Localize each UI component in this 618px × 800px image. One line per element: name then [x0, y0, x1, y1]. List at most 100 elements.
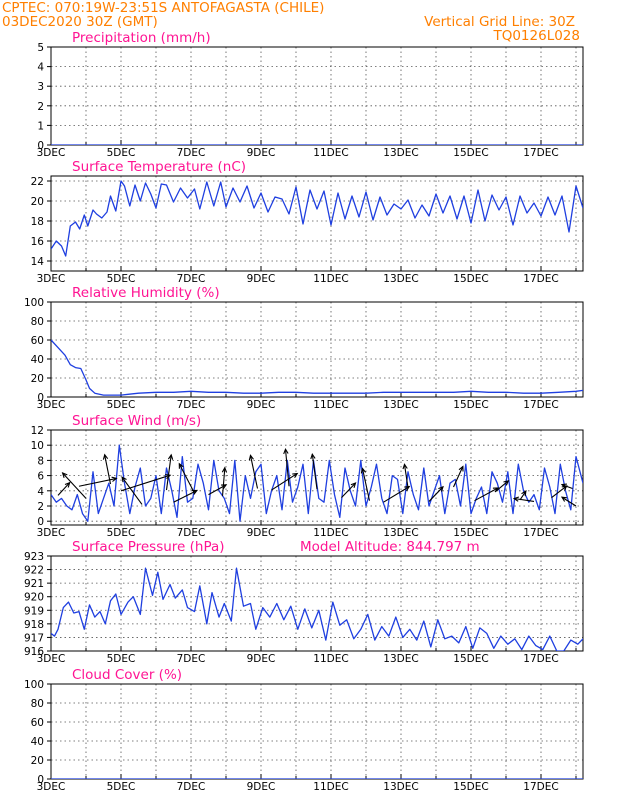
y-tick-label: 4: [37, 486, 44, 498]
x-tick-label: 17DEC: [523, 147, 558, 159]
cloud-cover-title: Cloud Cover (%): [72, 667, 182, 683]
x-tick-label: 13DEC: [383, 399, 418, 411]
y-tick-label: 18: [31, 216, 44, 228]
x-tick-label: 9DEC: [247, 399, 276, 411]
wind-vector-arrow: [57, 481, 71, 496]
wind-panel: 0 2 4 6 8 10 12 3DEC 5DEC 7DEC 9DEC 11DEC 13DEC 15DEC…: [31, 413, 584, 539]
y-tick-label: 921: [24, 578, 44, 590]
x-tick-label: 15DEC: [453, 399, 488, 411]
y-tick-label: 923: [24, 551, 44, 563]
x-tick-label: 15DEC: [453, 527, 488, 539]
x-tick-label: 9DEC: [247, 273, 276, 285]
x-tick-label: 3DEC: [37, 147, 66, 159]
x-tick-label: 17DEC: [523, 781, 558, 793]
wind-series-line: [51, 444, 583, 522]
y-tick-label: 40: [31, 736, 44, 748]
wind-vector-arrow: [61, 472, 87, 499]
x-tick-label: 13DEC: [383, 147, 418, 159]
x-tick-label: 3DEC: [37, 527, 66, 539]
y-tick-label: 60: [31, 335, 44, 347]
header-date: 03DEC2020 30Z (GMT): [2, 14, 158, 30]
y-tick-label: 8: [37, 455, 44, 467]
y-tick-label: 918: [24, 619, 44, 631]
x-tick-label: 5DEC: [107, 527, 136, 539]
y-tick-label: 10: [31, 440, 44, 452]
temperature-panel: 14 16 18 20 22 3DEC 5DEC 7DEC 9DEC 11DEC 13DEC 15DE…: [31, 159, 584, 285]
x-tick-label: 9DEC: [247, 781, 276, 793]
y-tick-label: 0: [37, 392, 44, 404]
cloud-cover-panel: 0 20 40 60 80 100 3DEC 5DEC 7DEC 9DEC 11DEC 13DEC 15…: [24, 667, 584, 793]
plot-frame: [50, 555, 584, 652]
x-tick-label: 3DEC: [37, 653, 66, 665]
y-tick-label: 1: [37, 120, 44, 132]
x-tick-label: 13DEC: [383, 273, 418, 285]
y-tick-label: 20: [31, 755, 44, 767]
wind-vector-arrow: [173, 489, 199, 503]
x-tick-label: 7DEC: [177, 653, 206, 665]
wind-vector-arrow: [248, 454, 259, 489]
y-tick-label: 5: [37, 42, 44, 54]
y-tick-label: 920: [24, 592, 44, 604]
wind-vector-arrow: [283, 447, 290, 487]
x-tick-label: 5DEC: [107, 653, 136, 665]
x-tick-label: 9DEC: [247, 653, 276, 665]
x-tick-label: 5DEC: [107, 399, 136, 411]
humidity-title: Relative Humidity (%): [72, 285, 220, 301]
wind-vector-arrow: [402, 463, 409, 488]
x-tick-label: 5DEC: [107, 781, 136, 793]
x-tick-label: 11DEC: [313, 781, 348, 793]
x-tick-label: 17DEC: [523, 653, 558, 665]
humidity-panel: 0 20 40 60 80 100 3DEC 5DEC 7DEC 9DEC 11DEC 13DEC 15…: [24, 285, 584, 411]
wind-vector-arrow: [221, 466, 228, 497]
x-tick-label: 11DEC: [313, 273, 348, 285]
x-tick-label: 15DEC: [453, 273, 488, 285]
temperature-series-line: [51, 180, 583, 257]
wind-vector-arrow: [102, 453, 112, 485]
plot-frame: [50, 175, 584, 272]
wind-vector-arrow: [121, 476, 143, 505]
plot-frame: [50, 301, 584, 398]
wind-vector-arrow: [383, 485, 411, 503]
x-tick-label: 3DEC: [37, 273, 66, 285]
x-tick-label: 17DEC: [523, 273, 558, 285]
wind-vector-arrow: [560, 483, 573, 490]
x-tick-label: 15DEC: [453, 781, 488, 793]
y-tick-label: 2: [37, 101, 44, 113]
wind-vector-arrow: [208, 484, 228, 496]
precipitation-panel: 0 1 2 3 4 5 3DEC 5DEC 7DEC 9DEC 11DEC 13DEC 15DEC 17D…: [37, 30, 584, 159]
wind-vector-arrow: [310, 452, 318, 490]
x-tick-label: 3DEC: [37, 781, 66, 793]
wind-vector-arrow: [78, 476, 118, 487]
wind-vector-arrow: [165, 453, 174, 491]
wind-vector-arrow: [560, 496, 577, 507]
wind-vector-arrow: [452, 465, 464, 488]
y-tick-label: 12: [31, 425, 44, 437]
y-tick-label: 916: [24, 646, 44, 658]
wind-vector-arrow: [120, 473, 172, 492]
wind-vector-arrow: [271, 472, 299, 491]
x-tick-label: 13DEC: [383, 781, 418, 793]
y-tick-label: 3: [37, 81, 44, 93]
x-tick-label: 7DEC: [177, 781, 206, 793]
pressure-title: Surface Pressure (hPa): [72, 539, 225, 555]
y-tick-label: 4: [37, 62, 44, 74]
x-tick-label: 15DEC: [453, 147, 488, 159]
wind-vector-arrow: [341, 482, 357, 499]
y-tick-label: 922: [24, 565, 44, 577]
x-tick-label: 11DEC: [313, 399, 348, 411]
x-tick-label: 7DEC: [177, 273, 206, 285]
x-tick-label: 13DEC: [383, 653, 418, 665]
y-tick-label: 917: [24, 632, 44, 644]
humidity-series-line: [51, 339, 583, 396]
y-tick-label: 20: [31, 373, 44, 385]
y-tick-label: 100: [24, 297, 44, 309]
y-tick-label: 0: [37, 516, 44, 528]
header-model: TQ0126L028: [492, 28, 580, 44]
plot-frame: [50, 46, 584, 146]
y-tick-label: 919: [24, 605, 44, 617]
x-tick-label: 5DEC: [107, 147, 136, 159]
y-tick-label: 16: [31, 236, 45, 248]
